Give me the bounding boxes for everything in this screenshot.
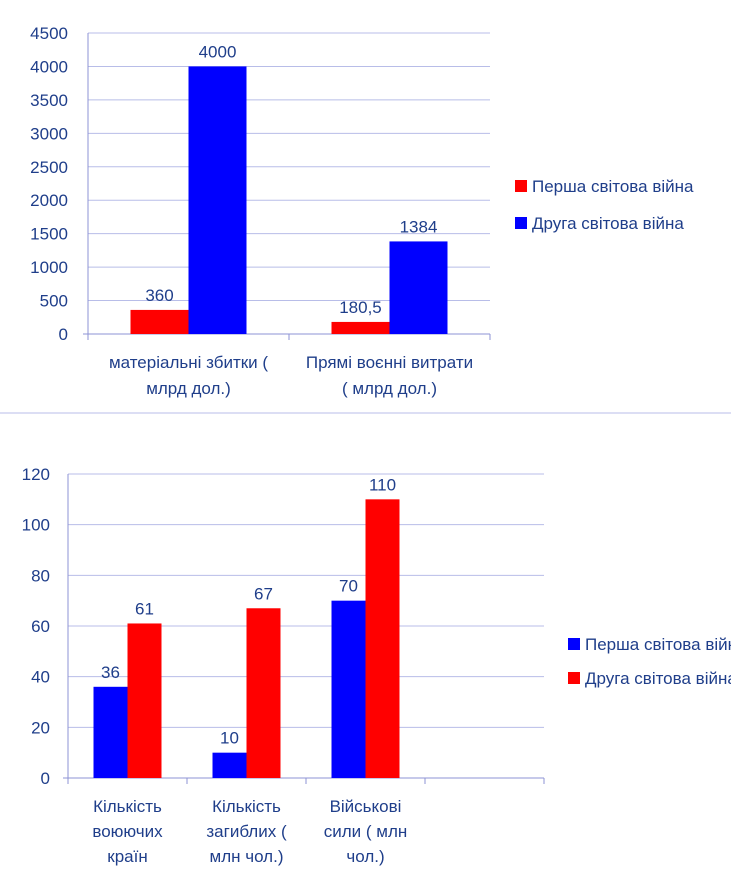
category-label: ( млрд дол.) xyxy=(342,379,437,398)
legend-label: Друга світова війна xyxy=(532,214,684,233)
data-label: 360 xyxy=(145,286,173,305)
y-tick-label: 2500 xyxy=(30,158,68,177)
y-tick-label: 20 xyxy=(31,718,50,737)
category-label: матеріальні збитки ( xyxy=(109,353,268,372)
y-tick-label: 60 xyxy=(31,617,50,636)
bar xyxy=(389,241,448,334)
y-tick-label: 1000 xyxy=(30,258,68,277)
category-label: країн xyxy=(107,847,147,866)
bar xyxy=(212,752,247,778)
y-tick-label: 4500 xyxy=(30,24,68,43)
bar xyxy=(331,600,366,778)
category-label: чол.) xyxy=(346,847,384,866)
y-tick-label: 0 xyxy=(41,769,50,788)
bar xyxy=(130,309,189,334)
y-tick-label: 500 xyxy=(40,292,68,311)
y-tick-label: 4000 xyxy=(30,57,68,76)
chart-damage-costs: 0 500 1000 1500 2000 2500 3000 3500 4000 4500 360 4… xyxy=(30,24,694,398)
bar xyxy=(246,608,281,778)
category-label: Військові xyxy=(330,797,402,816)
bar xyxy=(331,321,390,334)
category-label: загиблих ( xyxy=(206,822,287,841)
chart-war-scale: 0 20 40 60 80 100 120 36 61 Кількість воюючих країн… xyxy=(22,465,731,866)
data-label: 70 xyxy=(339,577,358,596)
data-label: 4000 xyxy=(199,42,237,61)
bar xyxy=(127,623,162,778)
y-tick-label: 80 xyxy=(31,566,50,585)
legend-label: Друга світова війна xyxy=(585,669,731,688)
category-label: Кількість xyxy=(212,797,281,816)
data-label: 180,5 xyxy=(339,298,382,317)
y-tick-label: 120 xyxy=(22,465,50,484)
category-label: Прямі воєнні витрати xyxy=(306,353,473,372)
legend-swatch xyxy=(515,217,527,229)
y-tick-label: 0 xyxy=(59,325,68,344)
category-label: Кількість xyxy=(93,797,162,816)
data-label: 61 xyxy=(135,599,154,618)
data-label: 1384 xyxy=(400,217,438,236)
legend-label: Перша світова війна xyxy=(585,635,731,654)
data-label: 36 xyxy=(101,663,120,682)
category-label: воюючих xyxy=(92,822,163,841)
legend-label: Перша світова війна xyxy=(532,177,694,196)
bar xyxy=(188,66,247,334)
legend-swatch xyxy=(568,638,580,650)
legend-swatch xyxy=(515,180,527,192)
y-tick-label: 3000 xyxy=(30,124,68,143)
category-label: сили ( млн xyxy=(324,822,408,841)
data-label: 110 xyxy=(369,475,396,494)
y-tick-label: 100 xyxy=(22,516,50,535)
y-tick-label: 3500 xyxy=(30,91,68,110)
y-tick-label: 1500 xyxy=(30,225,68,244)
legend-swatch xyxy=(568,672,580,684)
bar xyxy=(93,686,128,778)
category-label: млрд дол.) xyxy=(146,379,231,398)
category-label: млн чол.) xyxy=(210,847,284,866)
data-label: 67 xyxy=(254,584,273,603)
bar xyxy=(365,499,400,778)
y-tick-label: 2000 xyxy=(30,191,68,210)
y-tick-label: 40 xyxy=(31,668,50,687)
data-label: 10 xyxy=(220,729,239,748)
